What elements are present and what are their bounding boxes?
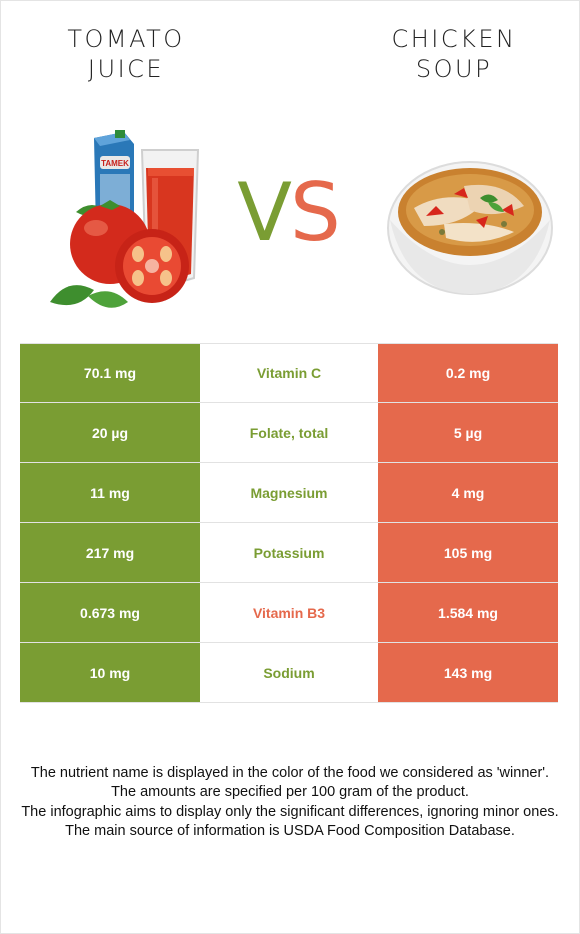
right-value: 1.584 mg [378, 583, 558, 642]
footnote-line: The infographic aims to display only the… [21, 803, 559, 820]
nutrient-name: Sodium [200, 643, 378, 702]
footnote-line: The nutrient name is displayed in the co… [30, 765, 550, 781]
right-value: 0.2 mg [378, 344, 558, 402]
left-value: 11 mg [20, 463, 200, 522]
left-value: 0.673 mg [20, 583, 200, 642]
footnote: The nutrient name is displayed in the co… [18, 764, 562, 842]
table-row: 10 mg Sodium 143 mg [20, 643, 558, 703]
footnote-line: The main source of information is USDA F… [65, 823, 515, 840]
nutrient-name: Potassium [200, 523, 378, 582]
right-value: 143 mg [378, 643, 558, 702]
nutrient-name: Vitamin B3 [200, 583, 378, 642]
left-value: 10 mg [20, 643, 200, 702]
table-row: 217 mg Potassium 105 mg [20, 523, 558, 583]
nutrient-comparison-table: 70.1 mg Vitamin C 0.2 mg 20 µg Folate, t… [20, 343, 558, 703]
carton-brand-label: TAMEK [101, 159, 129, 168]
table-row: 70.1 mg Vitamin C 0.2 mg [20, 343, 558, 403]
versus-s: S [289, 166, 341, 259]
table-row: 11 mg Magnesium 4 mg [20, 463, 558, 523]
left-value: 20 µg [20, 403, 200, 462]
chicken-soup-image [387, 161, 553, 295]
left-food-title: TOMATO JUICE [67, 25, 185, 83]
nutrient-name: Vitamin C [200, 344, 378, 402]
right-value: 4 mg [378, 463, 558, 522]
footnote-line: The amounts are specified per 100 gram o… [111, 784, 469, 801]
tomato-juice-image: TAMEK [50, 130, 200, 308]
nutrient-name: Folate, total [200, 403, 378, 462]
nutrient-name: Magnesium [200, 463, 378, 522]
versus-v: V [237, 166, 292, 259]
table-row: 20 µg Folate, total 5 µg [20, 403, 558, 463]
right-food-title: CHICKEN SOUP [391, 25, 517, 83]
right-value: 5 µg [378, 403, 558, 462]
left-value: 70.1 mg [20, 344, 200, 402]
right-value: 105 mg [378, 523, 558, 582]
table-row: 0.673 mg Vitamin B3 1.584 mg [20, 583, 558, 643]
left-value: 217 mg [20, 523, 200, 582]
